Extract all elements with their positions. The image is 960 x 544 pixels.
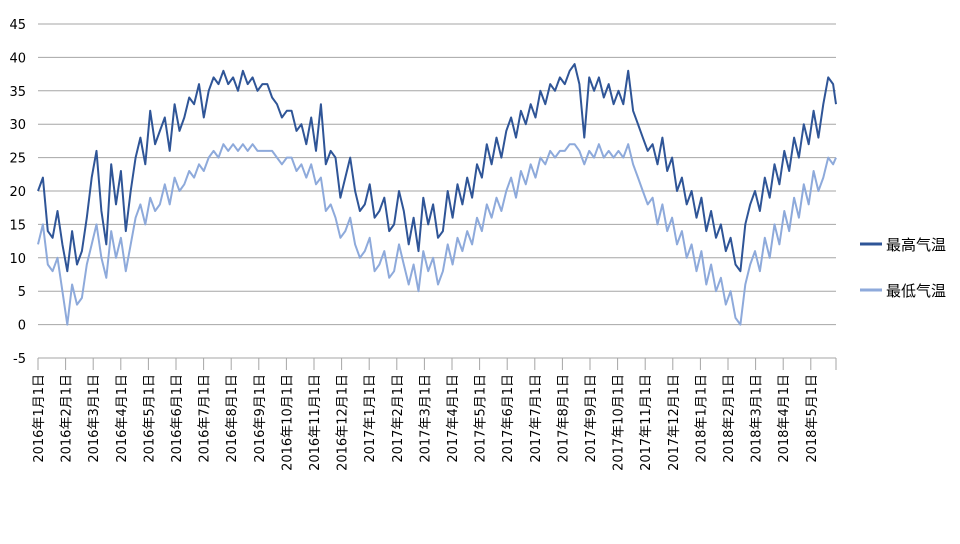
x-tick-label: 2018年5月1日 bbox=[805, 374, 820, 463]
x-tick-label: 2017年3月1日 bbox=[418, 374, 433, 463]
y-axis-ticks: -5 0 5 10 15 20 25 30 35 40 45 bbox=[9, 18, 26, 367]
series-line-max-temp bbox=[37, 63, 837, 273]
y-tick-label: 0 bbox=[18, 319, 26, 334]
x-tick-label: 2016年8月1日 bbox=[225, 374, 240, 463]
x-tick-label: 2018年1月1日 bbox=[694, 374, 709, 463]
x-tick-label: 2017年2月1日 bbox=[391, 374, 406, 463]
legend-label: 最高气温 bbox=[886, 236, 946, 254]
x-tick-label: 2017年10月1日 bbox=[612, 374, 627, 471]
y-tick-label: 15 bbox=[9, 218, 26, 233]
y-tick-label: 30 bbox=[9, 118, 26, 133]
y-tick-label: 35 bbox=[9, 85, 26, 100]
legend-label: 最低气温 bbox=[886, 282, 946, 300]
x-tick-label: 2017年9月1日 bbox=[584, 374, 599, 463]
x-tick-label: 2017年12月1日 bbox=[667, 374, 682, 471]
y-tick-label: 20 bbox=[9, 185, 26, 200]
x-tick-label: 2016年7月1日 bbox=[198, 374, 213, 463]
x-tick-label: 2016年4月1日 bbox=[115, 374, 130, 463]
x-tick-label: 2016年6月1日 bbox=[170, 374, 185, 463]
x-axis-ticks: 2016年1月1日 2016年2月1日 2016年3月1日 2016年4月1日 2016… bbox=[32, 358, 837, 471]
x-tick-label: 2017年7月1日 bbox=[529, 374, 544, 463]
y-tick-label: 40 bbox=[9, 51, 26, 66]
x-tick-label: 2016年9月1日 bbox=[253, 374, 268, 463]
x-tick-label: 2018年2月1日 bbox=[722, 374, 737, 463]
x-tick-label: 2018年3月1日 bbox=[750, 374, 765, 463]
y-tick-label: 25 bbox=[9, 152, 26, 167]
x-tick-label: 2016年1月1日 bbox=[32, 374, 47, 463]
x-tick-label: 2016年11月1日 bbox=[308, 374, 323, 471]
x-tick-label: 2017年1月1日 bbox=[363, 374, 378, 463]
x-tick-label: 2017年8月1日 bbox=[556, 374, 571, 463]
x-tick-label: 2017年4月1日 bbox=[446, 374, 461, 463]
x-tick-label: 2017年6月1日 bbox=[501, 374, 516, 463]
y-tick-label: 5 bbox=[18, 285, 26, 300]
gridlines bbox=[38, 23, 836, 359]
y-tick-label: -5 bbox=[13, 352, 26, 367]
x-tick-label: 2016年5月1日 bbox=[142, 374, 157, 463]
series-line-min-temp bbox=[37, 143, 837, 326]
x-tick-label: 2016年2月1日 bbox=[60, 374, 75, 463]
x-tick-label: 2017年11月1日 bbox=[639, 374, 654, 471]
x-tick-label: 2016年12月1日 bbox=[336, 374, 351, 471]
x-tick-label: 2016年3月1日 bbox=[87, 374, 102, 463]
y-tick-label: 10 bbox=[9, 252, 26, 267]
y-tick-label: 45 bbox=[9, 18, 26, 33]
series-lines bbox=[37, 63, 837, 326]
x-tick-label: 2017年5月1日 bbox=[474, 374, 489, 463]
x-tick-label: 2018年4月1日 bbox=[777, 374, 792, 463]
x-tick-label: 2016年10月1日 bbox=[280, 374, 295, 471]
